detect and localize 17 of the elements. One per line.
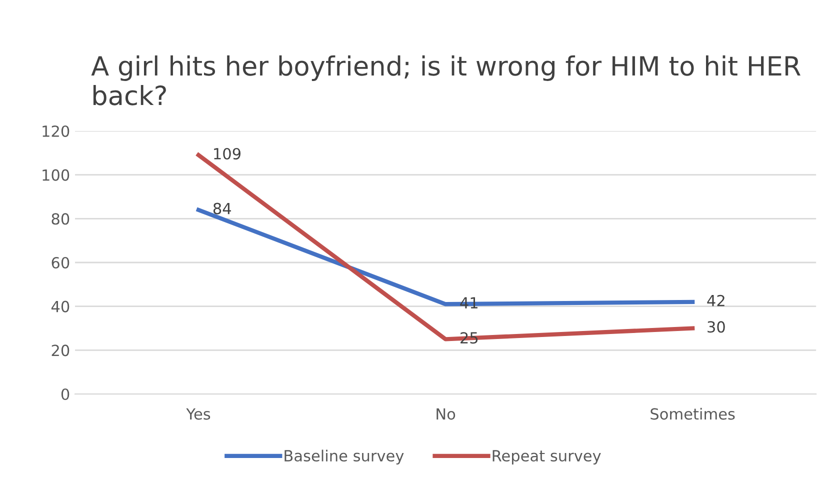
data-label: 84 [213,202,231,214]
legend-label: Baseline survey [284,450,404,464]
y-tick-label: 40 [51,300,70,312]
y-tick-label: 120 [42,125,70,137]
y-tick-label: 20 [52,344,70,356]
data-label: 42 [707,294,724,306]
x-tick-label: Sometimes [650,408,735,420]
chart-title: A girl hits her boyfriend; is it wrong for HIM to hit HER back? [91,55,800,106]
data-label: 30 [708,321,725,333]
y-tick-label: 0 [61,388,70,400]
x-tick-label: Yes [186,408,210,420]
x-tick-label: No [436,408,456,420]
y-tick-label: 60 [52,256,70,269]
y-tick-label: 100 [42,169,70,181]
data-label: 109 [214,148,240,160]
legend-label: Repeat survey [492,450,601,464]
y-tick-label: 80 [52,213,70,225]
